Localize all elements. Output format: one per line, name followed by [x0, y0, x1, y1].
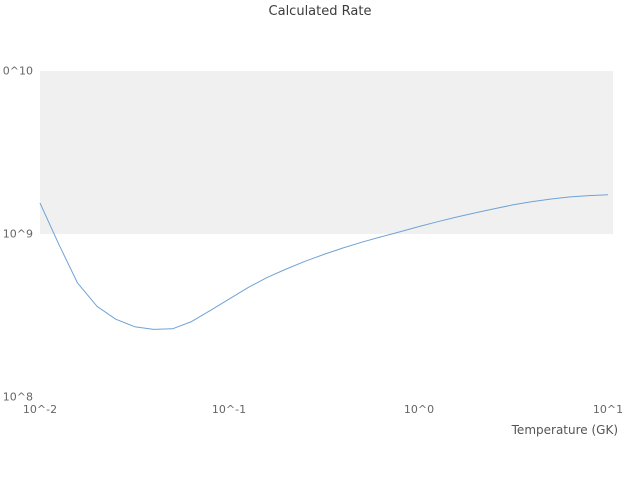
y-tick-label: 10^8: [2, 390, 33, 404]
x-tick-label: 10^1: [592, 403, 624, 416]
decade-band: [40, 71, 613, 234]
rate-line: [39, 194, 609, 330]
x-tick-label: 10^-2: [22, 403, 58, 416]
chart-title: Calculated Rate: [268, 4, 372, 19]
x-tick-label: 10^0: [403, 403, 435, 416]
y-tick-label: 0^10: [2, 64, 33, 78]
x-tick-label: 10^-1: [211, 403, 247, 416]
y-tick-label: 10^9: [2, 227, 33, 241]
x-axis-label: Temperature (GK): [511, 423, 618, 437]
